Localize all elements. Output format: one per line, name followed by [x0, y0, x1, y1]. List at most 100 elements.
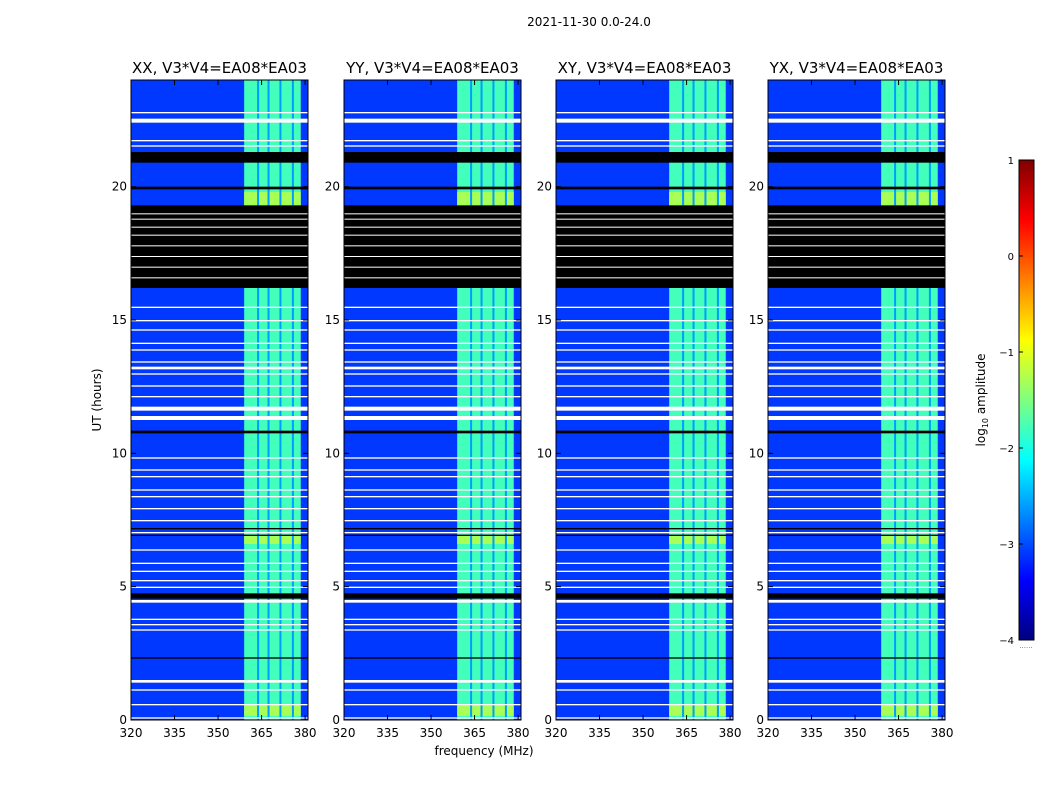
flag-white-row [768, 385, 945, 387]
flag-white-row [131, 218, 308, 220]
bright-signal-patch [457, 536, 514, 544]
y-axis-label: UT (hours) [90, 368, 104, 431]
y-tick-label: 0 [332, 713, 340, 727]
flag-white-row [556, 600, 733, 603]
x-tick-label: 320 [545, 726, 568, 740]
flag-white-row [344, 476, 521, 478]
x-tick-label: 380 [719, 726, 742, 740]
flag-white-row [344, 118, 521, 123]
y-tick-label: 0 [544, 713, 552, 727]
flag-white-row [768, 342, 945, 344]
signal-gap [716, 80, 719, 720]
flag-black-row [131, 528, 308, 530]
flag-white-row [344, 520, 521, 522]
colorbar-tick-label: −3 [999, 540, 1014, 551]
flag-white-row [131, 496, 308, 498]
flag-white-row [131, 366, 308, 370]
flag-white-row [131, 532, 308, 534]
flag-white-row [768, 489, 945, 491]
flag-white-row [131, 457, 308, 459]
flag-white-row [768, 532, 945, 534]
flag-white-row [344, 373, 521, 375]
x-tick-label: 380 [931, 726, 954, 740]
flag-white-row [344, 396, 521, 398]
flag-white-row [768, 218, 945, 220]
flag-white-row [131, 717, 308, 719]
flag-black-row [768, 205, 945, 288]
flag-white-row [556, 549, 733, 551]
flag-white-row [131, 600, 308, 603]
flag-black-row [344, 657, 521, 659]
flag-white-row [344, 145, 521, 147]
flag-white-row [344, 256, 521, 257]
y-tick-label: 20 [112, 180, 127, 194]
panel-frame [767, 79, 946, 721]
flag-white-row [131, 145, 308, 147]
flag-white-row [768, 320, 945, 322]
flag-white-row [344, 704, 521, 706]
x-tick-label: 320 [120, 726, 143, 740]
flag-white-row [131, 306, 308, 308]
flag-black-row [344, 430, 521, 434]
flag-white-row [768, 266, 945, 268]
flag-black-row [556, 528, 733, 530]
flag-white-row [768, 145, 945, 147]
signal-gap [904, 80, 907, 720]
flag-white-row [344, 562, 521, 564]
flag-white-row [131, 416, 308, 420]
flag-white-row [344, 342, 521, 344]
flag-black-row [556, 534, 733, 536]
flag-black-row [344, 593, 521, 599]
flag-black-row [768, 528, 945, 530]
flag-white-row [556, 366, 733, 370]
flag-black-row [131, 152, 308, 163]
flag-white-row [556, 586, 733, 588]
flag-white-row [556, 245, 733, 247]
signal-gap [692, 80, 695, 720]
x-tick-label: 350 [207, 726, 230, 740]
flag-white-row [344, 329, 521, 331]
x-tick-label: 365 [250, 726, 273, 740]
colorbar-tick-label: −1 [999, 348, 1014, 359]
flag-white-row [556, 489, 733, 491]
panel-title: YY, V3*V4=EA08*EA03 [345, 59, 519, 77]
flag-white-row [344, 680, 521, 683]
flag-white-row [768, 704, 945, 706]
flag-white-row [131, 629, 308, 631]
y-tick-label: 10 [112, 446, 127, 460]
x-tick-label: 335 [800, 726, 823, 740]
flag-white-row [556, 145, 733, 147]
flag-white-row [344, 489, 521, 491]
flag-white-row [131, 396, 308, 398]
flag-white-row [768, 469, 945, 471]
x-tick-label: 350 [844, 726, 867, 740]
flag-white-row [556, 704, 733, 706]
flag-white-row [131, 624, 308, 626]
panel-title: XX, V3*V4=EA08*EA03 [132, 59, 307, 77]
x-tick-label: 380 [294, 726, 317, 740]
flag-white-row [768, 508, 945, 510]
panel-0: XX, V3*V4=EA08*EA03 320 335 350 365 380 0 5 10 15… [112, 59, 317, 740]
flag-white-row [344, 385, 521, 387]
flag-white-row [556, 306, 733, 308]
flag-white-row [344, 457, 521, 459]
flag-white-row [131, 118, 308, 123]
flag-white-row [344, 469, 521, 471]
flag-white-row [344, 586, 521, 588]
flag-white-row [131, 277, 308, 279]
flag-white-row [131, 680, 308, 683]
flag-white-row [556, 226, 733, 228]
flag-white-row [768, 361, 945, 363]
flag-white-row [344, 406, 521, 411]
flag-white-row [768, 618, 945, 620]
flag-white-row [344, 349, 521, 351]
flag-white-row [131, 266, 308, 268]
flag-white-row [131, 140, 308, 142]
panel-frame [343, 79, 522, 721]
flag-white-row [344, 618, 521, 620]
flag-white-row [768, 549, 945, 551]
flag-white-row [768, 476, 945, 478]
signal-gap [704, 80, 707, 720]
flag-white-row [768, 457, 945, 459]
